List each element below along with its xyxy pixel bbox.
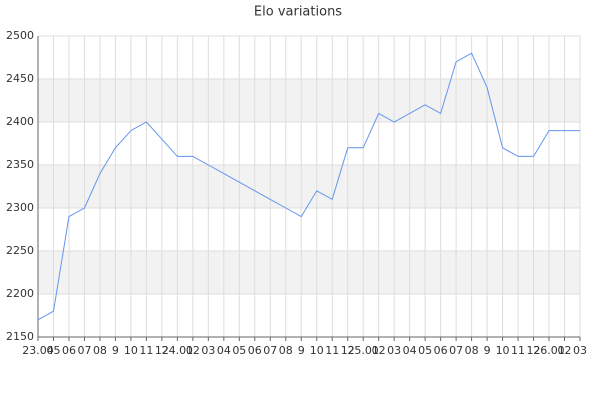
y-tick-label: 2250 (6, 244, 34, 257)
x-tick-label: 10 (496, 344, 510, 357)
x-tick-label: 10 (124, 344, 138, 357)
x-tick-label: 12 (155, 344, 169, 357)
x-tick-label: 02 (186, 344, 200, 357)
x-tick-label: 06 (62, 344, 76, 357)
x-tick-label: 06 (434, 344, 448, 357)
y-tick-label: 2500 (6, 29, 34, 42)
x-tick-label: 25.01 (347, 344, 379, 357)
y-tick-label: 2350 (6, 158, 34, 171)
x-tick-label: 23.04 (22, 344, 54, 357)
y-tick-label: 2150 (6, 330, 34, 343)
x-tick-label: 9 (112, 344, 119, 357)
x-tick-label: 11 (325, 344, 339, 357)
x-tick-label: 05 (232, 344, 246, 357)
x-tick-label: 03 (387, 344, 401, 357)
x-tick-label: 08 (279, 344, 293, 357)
x-tick-label: 05 (418, 344, 432, 357)
x-tick-label: 08 (93, 344, 107, 357)
x-tick-label: 02 (558, 344, 572, 357)
x-tick-label: 07 (77, 344, 91, 357)
grid-band (38, 79, 580, 122)
x-tick-label: 02 (372, 344, 386, 357)
x-tick-label: 04 (217, 344, 231, 357)
x-tick-label: 9 (298, 344, 305, 357)
data-line (37, 52, 580, 321)
x-tick-label: 08 (465, 344, 479, 357)
x-tick-label: 05 (46, 344, 60, 357)
x-tick-label: 03 (201, 344, 215, 357)
x-tick-label: 11 (511, 344, 525, 357)
y-tick-label: 2450 (6, 72, 34, 85)
y-tick-label: 2200 (6, 287, 34, 300)
x-tick-label: 07 (449, 344, 463, 357)
x-tick-label: 11 (139, 344, 153, 357)
x-tick-label: 24.01 (162, 344, 194, 357)
grid-band (38, 165, 580, 208)
x-tick-label: 07 (263, 344, 277, 357)
x-tick-label: 12 (341, 344, 355, 357)
x-tick-label: 9 (484, 344, 491, 357)
y-tick-label: 2300 (6, 201, 34, 214)
x-tick-label: 26.01 (533, 344, 565, 357)
x-tick-label: 12 (527, 344, 541, 357)
x-tick-label: 06 (248, 344, 262, 357)
chart-title: Elo variations (254, 5, 342, 20)
x-tick-label: 10 (310, 344, 324, 357)
x-tick-label: 04 (403, 344, 417, 357)
grid-band (38, 251, 580, 294)
y-tick-label: 2400 (6, 115, 34, 128)
x-tick-label: 03 (573, 344, 587, 357)
